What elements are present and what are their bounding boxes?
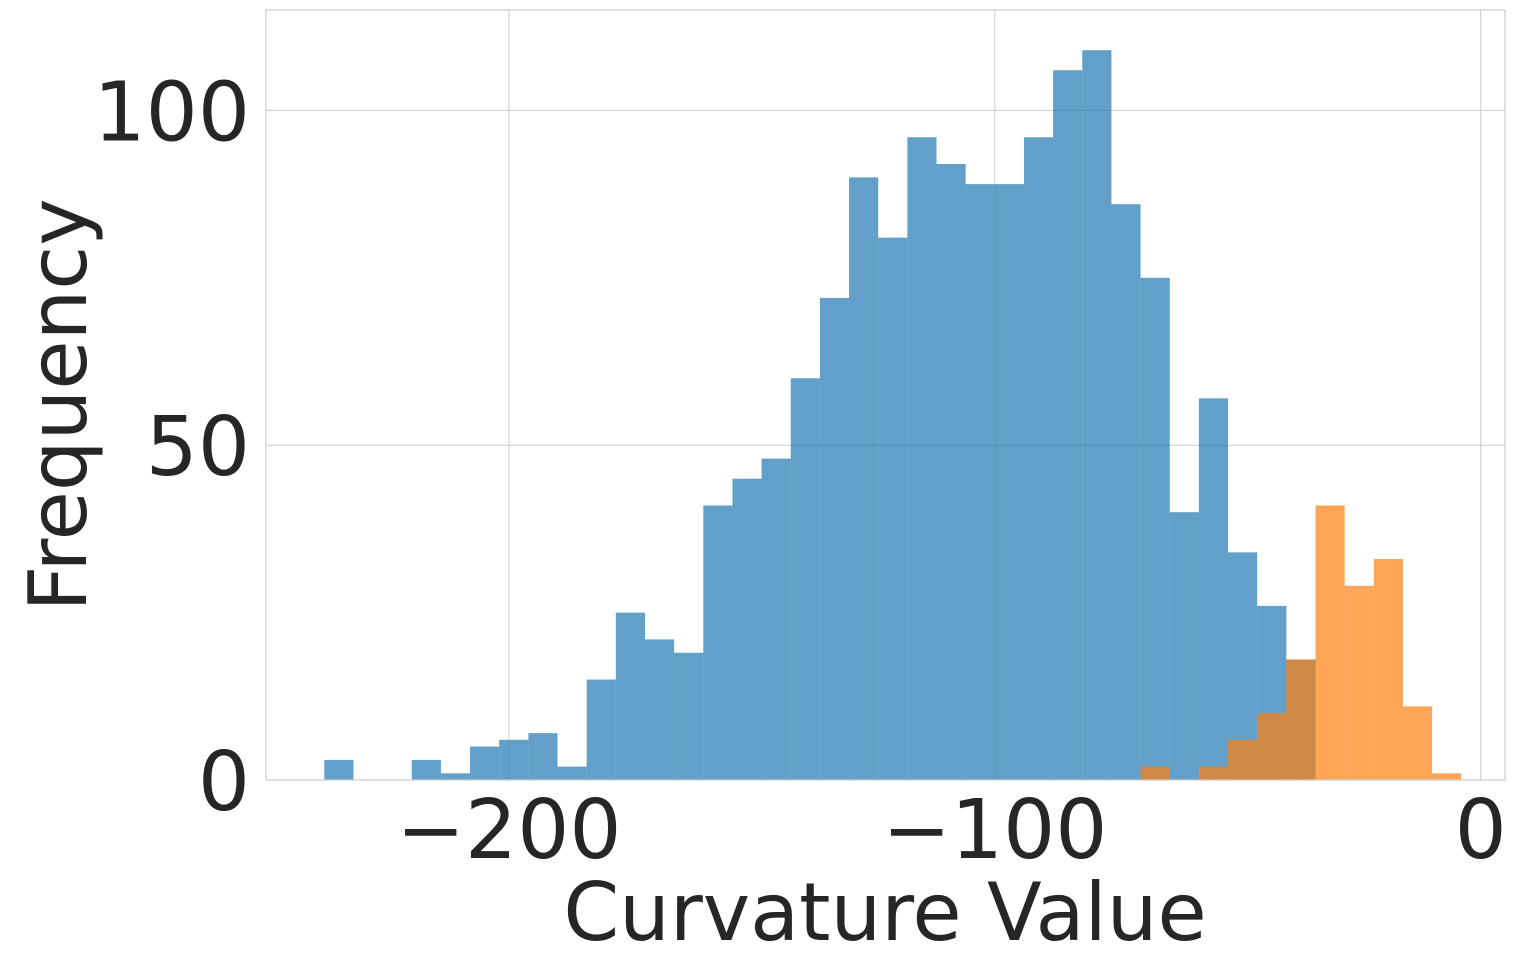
y-tick-label-2: 100 (93, 65, 250, 160)
series-0-bar-28 (1198, 398, 1229, 780)
series-0-bar-12 (732, 478, 762, 780)
series-1-bar-8 (1402, 706, 1433, 780)
x-tick-label-2: 0 (1455, 783, 1507, 878)
series-0-bar-21 (994, 184, 1024, 780)
series-1-bar-7 (1373, 559, 1403, 780)
series-1-bar-5 (1315, 505, 1345, 780)
series-0-bar-14 (790, 378, 820, 780)
series-0-bar-8 (615, 612, 645, 780)
series-0-bar-0 (324, 759, 354, 780)
y-tick-label-0: 0 (198, 735, 250, 830)
series-1-bar-3 (1257, 713, 1287, 780)
series-0-bar-3 (470, 746, 500, 780)
series-0-bar-27 (1169, 512, 1199, 780)
y-axis-label: Frequency (12, 198, 105, 611)
series-0-bar-15 (819, 297, 850, 780)
x-tick-label-1: −100 (882, 783, 1107, 878)
series-0-bar-10 (674, 652, 704, 780)
series-0-bar-11 (703, 505, 733, 780)
series-1-bar-1 (1198, 766, 1229, 780)
series-0-bar-16 (849, 177, 879, 781)
series-0-bar-26 (1140, 277, 1170, 780)
series-0-bar-5 (528, 733, 558, 780)
series-0-bar-22 (1023, 137, 1054, 780)
series-1-bar-6 (1344, 585, 1374, 780)
series-0-bar-17 (878, 237, 908, 781)
series-0-bar-7 (586, 679, 616, 780)
x-axis-label: Curvature Value (563, 866, 1206, 959)
x-tick-labels: −200 −100 0 (396, 783, 1506, 878)
series-1-bar-9 (1432, 773, 1462, 780)
series-1-bar-0 (1140, 766, 1170, 780)
series-0-bar-18 (907, 137, 937, 780)
series-0-bar-25 (1111, 204, 1141, 780)
series-0-bar-19 (936, 164, 966, 780)
series-0-bar-9 (644, 639, 675, 780)
x-tick-label-0: −200 (396, 783, 621, 878)
histogram-bars (324, 50, 1462, 781)
series-0-bar-24 (1082, 50, 1112, 781)
series-0-bar-4 (499, 739, 529, 780)
series-0-bar-6 (557, 766, 587, 780)
series-0-bar-2 (440, 773, 471, 780)
series-1-bar-2 (1228, 739, 1258, 780)
plot-frame (265, 9, 1506, 781)
y-tick-labels: 0 50 100 (93, 65, 250, 830)
series-0-bar-23 (1053, 70, 1083, 781)
series-1-bar-4 (1286, 659, 1316, 780)
series-0-bar-13 (761, 458, 791, 780)
y-tick-label-1: 50 (146, 400, 250, 495)
series-0-bar-1 (411, 759, 441, 780)
series-0-bar-20 (965, 184, 995, 780)
